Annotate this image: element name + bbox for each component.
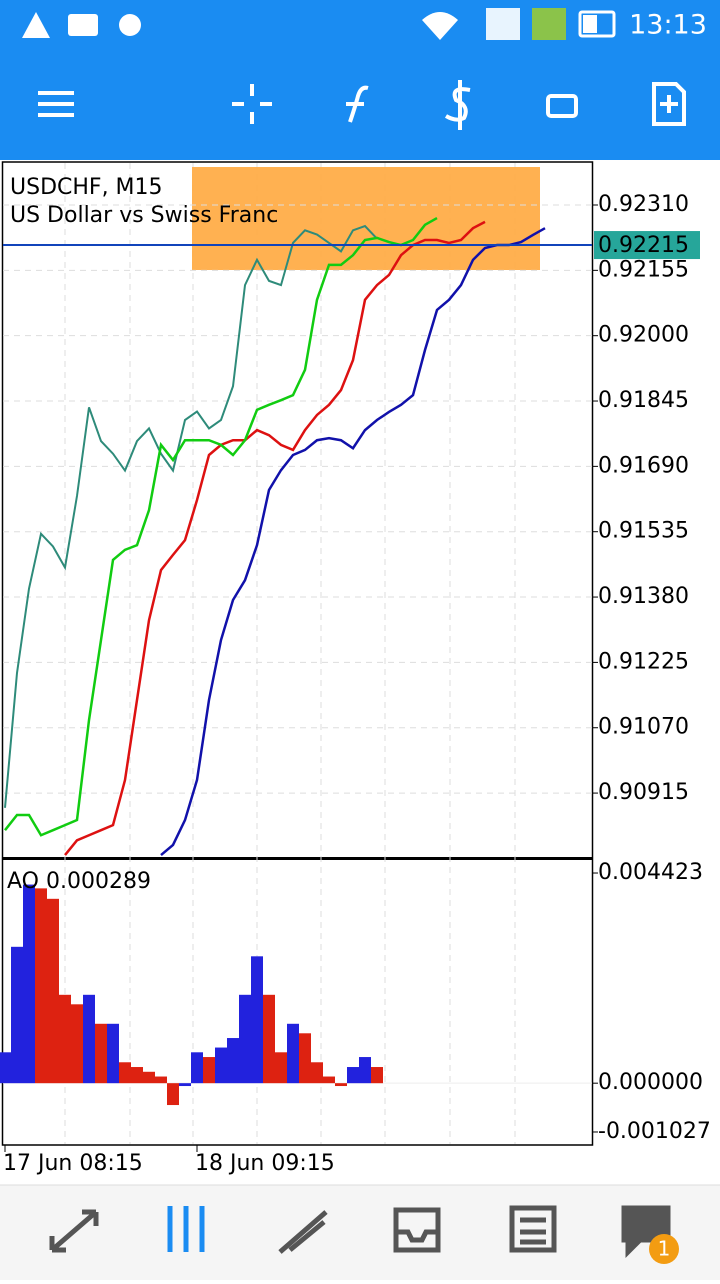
ao-bar xyxy=(107,1023,119,1084)
current-price-label: 0.92215 xyxy=(598,233,689,258)
series-line xyxy=(160,227,546,857)
ao-bar xyxy=(119,1062,131,1084)
badge xyxy=(649,1234,679,1264)
ao-bar xyxy=(179,1083,191,1087)
x-tick-label: 17 Jun 08:15 xyxy=(3,1151,143,1176)
chat-tab[interactable] xyxy=(621,1205,671,1259)
new-order-button[interactable] xyxy=(652,82,686,126)
y-tick-label: -0.001027 xyxy=(598,1119,711,1144)
battery-level xyxy=(583,15,597,33)
ao-bar xyxy=(23,884,35,1084)
ao-bar xyxy=(59,994,71,1084)
y-tick-label: 0.004423 xyxy=(598,860,703,885)
clock: 13:13 xyxy=(629,10,707,41)
status-icon xyxy=(119,14,141,36)
plot xyxy=(0,204,598,1152)
ao-bar xyxy=(215,1047,227,1084)
ao-bar xyxy=(335,1083,347,1087)
y-tick-label: 0.91690 xyxy=(598,453,689,478)
x-tick-label: 18 Jun 09:15 xyxy=(195,1151,335,1176)
ao-bar xyxy=(191,1052,203,1084)
ao-bar xyxy=(71,1004,83,1084)
indicator-label: AO 0.000289 xyxy=(7,869,151,894)
series-line xyxy=(4,216,438,837)
ao-bar xyxy=(131,1067,143,1084)
signal-2 xyxy=(532,8,566,40)
ao-bar xyxy=(239,994,251,1084)
chart-frame xyxy=(1,161,594,1146)
current-price-box xyxy=(594,231,700,260)
ao-bar xyxy=(359,1057,371,1084)
highlight-rectangle xyxy=(192,167,540,270)
ao-bar xyxy=(275,1052,287,1084)
ao-bar xyxy=(227,1038,239,1084)
chart-subtitle: US Dollar vs Swiss Franc xyxy=(10,203,278,228)
history-tab[interactable] xyxy=(393,1207,441,1253)
ao-bar xyxy=(299,1033,311,1084)
y-tick-label: 0.91380 xyxy=(598,584,689,609)
y-tick-label: 0.91535 xyxy=(598,519,689,544)
gallery-icon xyxy=(68,14,98,36)
ao-bar xyxy=(167,1083,179,1106)
chart-tab[interactable] xyxy=(167,1206,205,1252)
y-tick-label: 0.92310 xyxy=(598,192,689,217)
ao-bar xyxy=(311,1062,323,1084)
trade-button[interactable] xyxy=(444,80,471,130)
y-tick-label: 0.92155 xyxy=(598,257,689,282)
ao-bar xyxy=(251,956,263,1084)
signal-1 xyxy=(486,8,520,40)
ao-bar xyxy=(371,1067,383,1084)
ao-bar xyxy=(263,994,275,1084)
windows-button[interactable] xyxy=(546,94,578,118)
y-tick-label: 0.90915 xyxy=(598,780,689,805)
wifi-icon xyxy=(422,12,458,40)
ao-bar xyxy=(143,1071,155,1084)
ao-bar xyxy=(11,946,23,1084)
warning-icon xyxy=(22,12,50,38)
ao-bar xyxy=(95,1023,107,1084)
news-tab[interactable] xyxy=(509,1205,557,1253)
y-tick-label: 0.91225 xyxy=(598,649,689,674)
app-bar xyxy=(0,0,720,160)
y-tick-label: 0.000000 xyxy=(598,1070,703,1095)
badge-count: 1 xyxy=(658,1237,671,1261)
ao-bar xyxy=(0,1052,11,1084)
ao-bar xyxy=(155,1076,167,1084)
y-tick-label: 0.91845 xyxy=(598,388,689,413)
bottom-nav xyxy=(0,1185,720,1280)
ao-bar xyxy=(323,1076,335,1084)
ao-bar xyxy=(287,1023,299,1084)
y-tick-label: 0.92000 xyxy=(598,323,689,348)
ao-bar xyxy=(35,888,47,1084)
indicators-button[interactable] xyxy=(346,85,369,123)
series-line xyxy=(4,224,378,808)
ao-bar xyxy=(47,898,59,1084)
nav-icons xyxy=(49,1205,671,1259)
toolbar xyxy=(38,80,686,130)
battery-icon xyxy=(578,10,616,38)
ao-bar xyxy=(203,1057,215,1084)
ao-bar xyxy=(347,1067,359,1084)
crosshair-button[interactable] xyxy=(232,84,272,124)
ao-bar xyxy=(83,994,95,1084)
y-tick-label: 0.91070 xyxy=(598,715,689,740)
trade-tab[interactable] xyxy=(278,1210,328,1254)
menu-button[interactable] xyxy=(38,91,74,117)
chart-title: USDCHF, M15 xyxy=(10,175,163,200)
quotes-tab[interactable] xyxy=(49,1209,99,1253)
